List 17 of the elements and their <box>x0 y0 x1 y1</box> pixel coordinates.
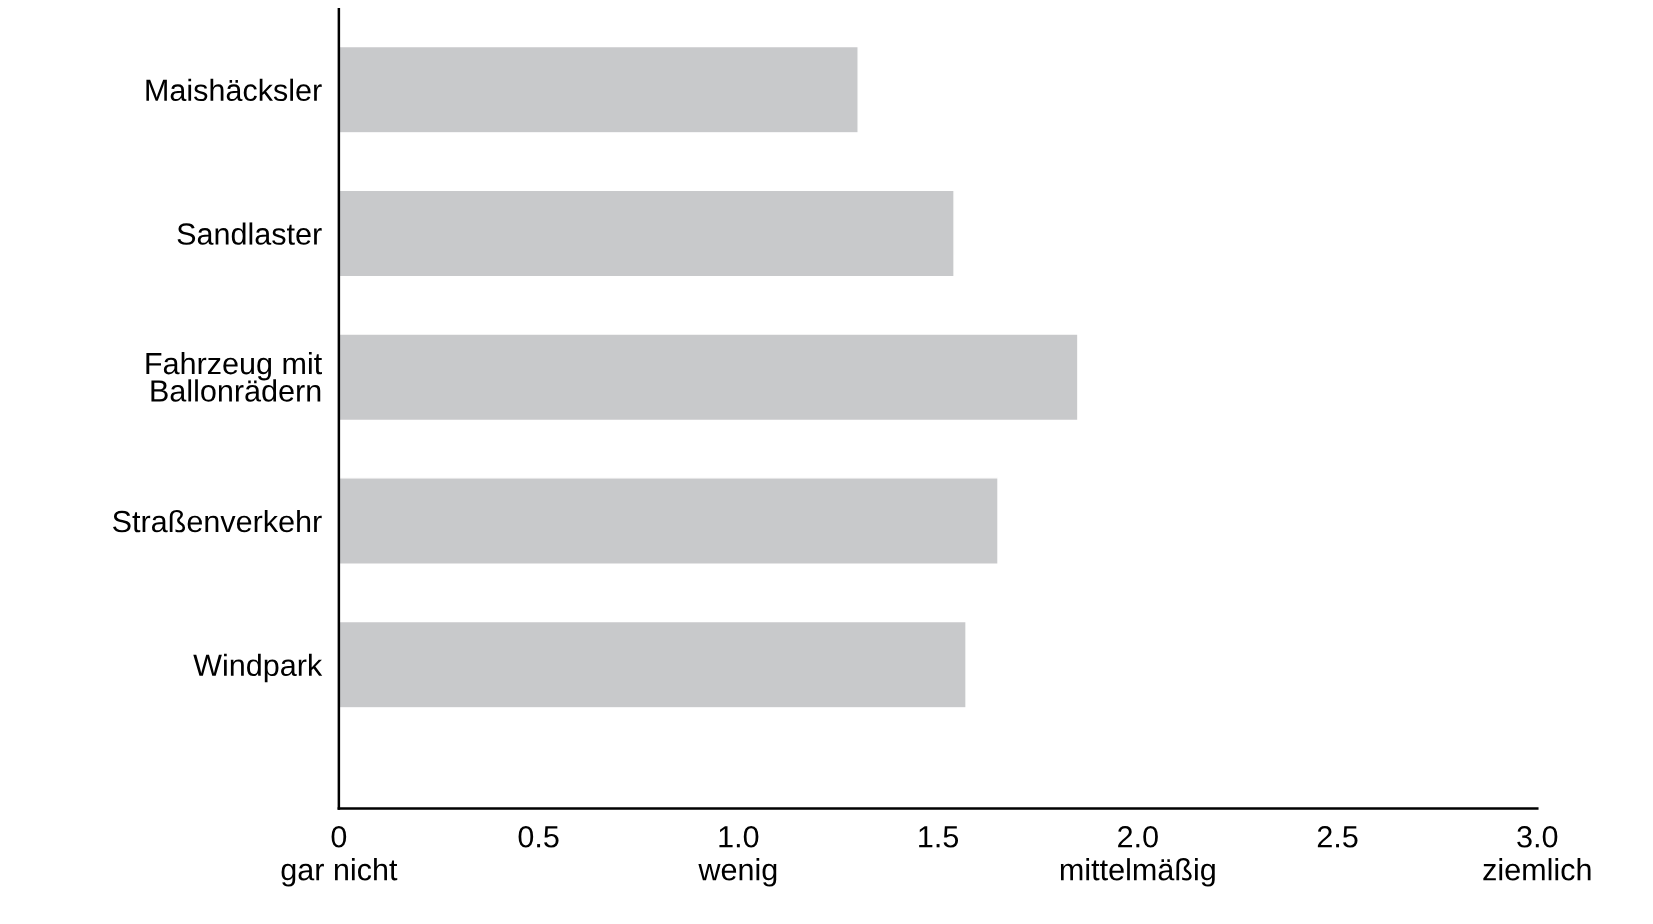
x-tick-label: 0.5 <box>518 825 559 848</box>
bar <box>338 333 1079 422</box>
y-tick-label: Maishäcksler <box>146 78 322 102</box>
bar <box>338 620 967 709</box>
x-tick-label: 2.5 <box>1317 825 1358 848</box>
x-tick-label: 1.5 <box>919 826 959 848</box>
bar <box>338 45 859 134</box>
y-tick-label: Windpark <box>193 653 323 683</box>
y-tick-label: Fahrzeug mit Ballonrädern <box>146 351 322 402</box>
y-tick-label: Straßenverkehr <box>113 509 322 533</box>
bar <box>338 189 955 278</box>
y-tick-label: Sandlaster <box>177 222 322 245</box>
x-tick-label: 1.0 wenig <box>698 825 777 887</box>
x-tick-label: 0 gar nicht <box>281 825 398 887</box>
x-tick-label: 2.0 mittelmäßig <box>1060 825 1215 887</box>
x-tick-label: 3.0 ziemlich <box>1483 825 1591 881</box>
bar <box>338 477 999 565</box>
